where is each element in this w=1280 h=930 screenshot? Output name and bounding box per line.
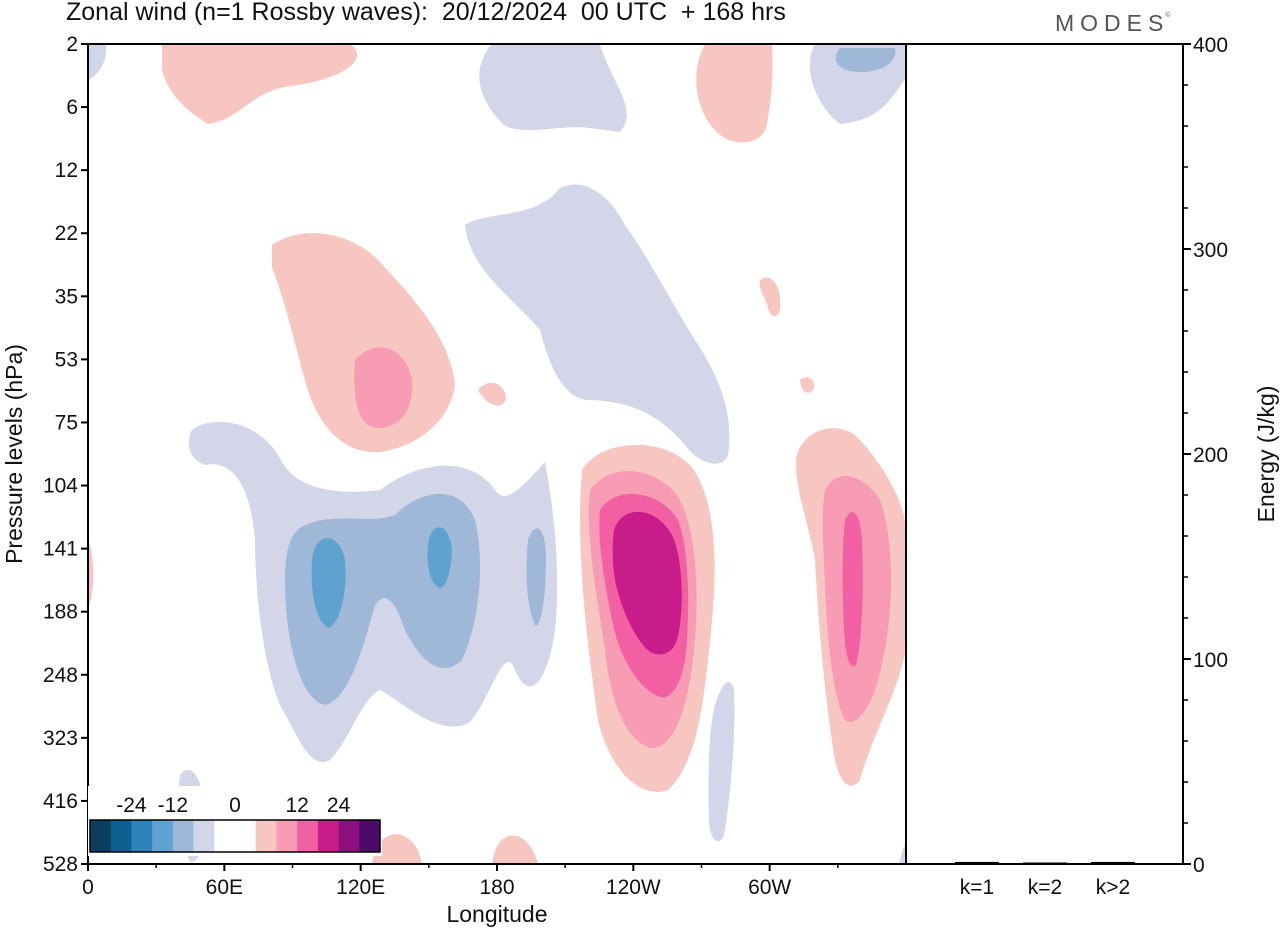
contour-field	[88, 44, 906, 864]
energy-bar	[955, 861, 999, 864]
energy-category-label: k>2	[1096, 876, 1130, 899]
chart-title: Zonal wind (n=1 Rossby waves): 20/12/202…	[66, 0, 786, 26]
contour-neg-band-inner2	[526, 528, 546, 626]
energy-ticks	[1183, 43, 1191, 865]
y-tick-label: 528	[43, 853, 78, 876]
colorbar-swatch	[131, 820, 153, 852]
x-tick-label: 0	[82, 876, 94, 899]
energy-category-labels: k=1 k=2 k>2	[960, 876, 1130, 899]
x-tick-label: 60E	[206, 876, 243, 899]
colorbar-label: 12	[285, 794, 308, 817]
colorbar-label: -12	[158, 794, 188, 817]
energy-tick-label: 300	[1193, 239, 1228, 262]
contour-pos-mid-right2	[800, 377, 815, 393]
energy-tick-label: 100	[1193, 649, 1228, 672]
modes-logo: MODES©	[1055, 10, 1175, 37]
y-tick-label: 248	[43, 664, 78, 687]
colorbar-swatch	[214, 820, 236, 852]
colorbar-label: 24	[327, 794, 351, 817]
colorbar-swatch	[193, 820, 215, 852]
x-tick-label: 120E	[336, 876, 385, 899]
contour-neg-top-4b	[835, 48, 896, 72]
x-axis-title: Longitude	[446, 901, 547, 927]
contour-pos-leftedge	[88, 540, 94, 610]
y-tick-label: 12	[55, 159, 78, 182]
contour-neg-mid	[465, 184, 730, 464]
energy-axis-title: Energy (J/kg)	[1253, 386, 1279, 523]
y-tick-label: 104	[43, 475, 78, 498]
energy-tick-label: 400	[1193, 34, 1228, 57]
contour-neg-top-2	[479, 44, 627, 132]
colorbar-labels: -24 -12 0 12 24	[116, 794, 350, 817]
colorbar-swatch	[297, 820, 319, 852]
contour-pos-mid-blob	[478, 382, 506, 406]
energy-tick-label: 0	[1193, 854, 1205, 877]
contour-pos-east-core	[842, 512, 863, 667]
x-tick-label: 180	[479, 876, 514, 899]
y-tick-label: 35	[55, 285, 78, 308]
contour-neg-bottom-right	[899, 842, 906, 864]
contour-neg-bottom-2	[708, 681, 735, 842]
y-tick-label: 22	[55, 222, 78, 245]
energy-tick-label: 200	[1193, 444, 1228, 467]
energy-bar	[1091, 861, 1135, 864]
colorbar-swatch	[90, 820, 112, 852]
contour-neg-core-2	[427, 527, 452, 588]
colorbar-label: 0	[229, 794, 241, 817]
y-axis-title: Pressure levels (hPa)	[1, 344, 27, 564]
x-tick-label: 60W	[748, 876, 791, 899]
colorbar-swatch	[338, 820, 360, 852]
x-tick-label: 120W	[606, 876, 661, 899]
colorbar-swatch	[172, 820, 195, 852]
y-tick-label: 6	[66, 96, 78, 119]
colorbar-swatch	[235, 820, 257, 852]
y-tick-label: 416	[43, 790, 78, 813]
colorbar-swatch	[276, 820, 298, 852]
contour-pos-top-3	[696, 44, 773, 143]
colorbar-label: -24	[116, 794, 147, 817]
contour-neg-topleft	[88, 44, 107, 80]
logo-mark: ©	[1165, 12, 1171, 19]
x-tick-labels: 0 60E 120E 180 120W 60W	[82, 876, 791, 899]
colorbar-swatch	[110, 820, 132, 852]
energy-bars	[955, 861, 1135, 864]
contour-pos-bottom-2	[492, 835, 538, 864]
contour-pos-top-1	[162, 44, 358, 124]
y-tick-label: 2	[66, 33, 78, 56]
energy-tick-labels: 0 100 200 300 400	[1193, 34, 1228, 877]
y-tick-label: 75	[55, 411, 78, 434]
y-ticks	[81, 43, 88, 865]
contour-pos-mid-core	[354, 347, 413, 428]
contour-pos-mid-right	[759, 277, 781, 317]
colorbar-swatch	[359, 820, 381, 852]
energy-category-label: k=1	[960, 876, 994, 899]
contour-pos-cell-core	[612, 511, 682, 655]
y-tick-label: 323	[43, 727, 78, 750]
colorbar-swatch	[152, 820, 174, 852]
y-tick-label: 141	[43, 538, 78, 561]
energy-bar	[1023, 862, 1067, 864]
contour-pos-bottom-1	[372, 834, 422, 864]
energy-category-label: k=2	[1028, 876, 1062, 899]
colorbar-frame	[89, 819, 381, 853]
y-tick-label: 53	[55, 348, 78, 371]
colorbar	[89, 819, 381, 853]
y-tick-label: 188	[43, 601, 78, 624]
x-ticks	[87, 864, 839, 871]
logo-text: MODES	[1055, 10, 1170, 36]
y-tick-labels: 2 6 12 22 35 53 75 104 141 188 248 323 416 528	[43, 33, 78, 876]
colorbar-swatch	[255, 820, 277, 852]
contour-neg-core-1	[311, 538, 346, 628]
colorbar-swatch	[317, 820, 340, 852]
